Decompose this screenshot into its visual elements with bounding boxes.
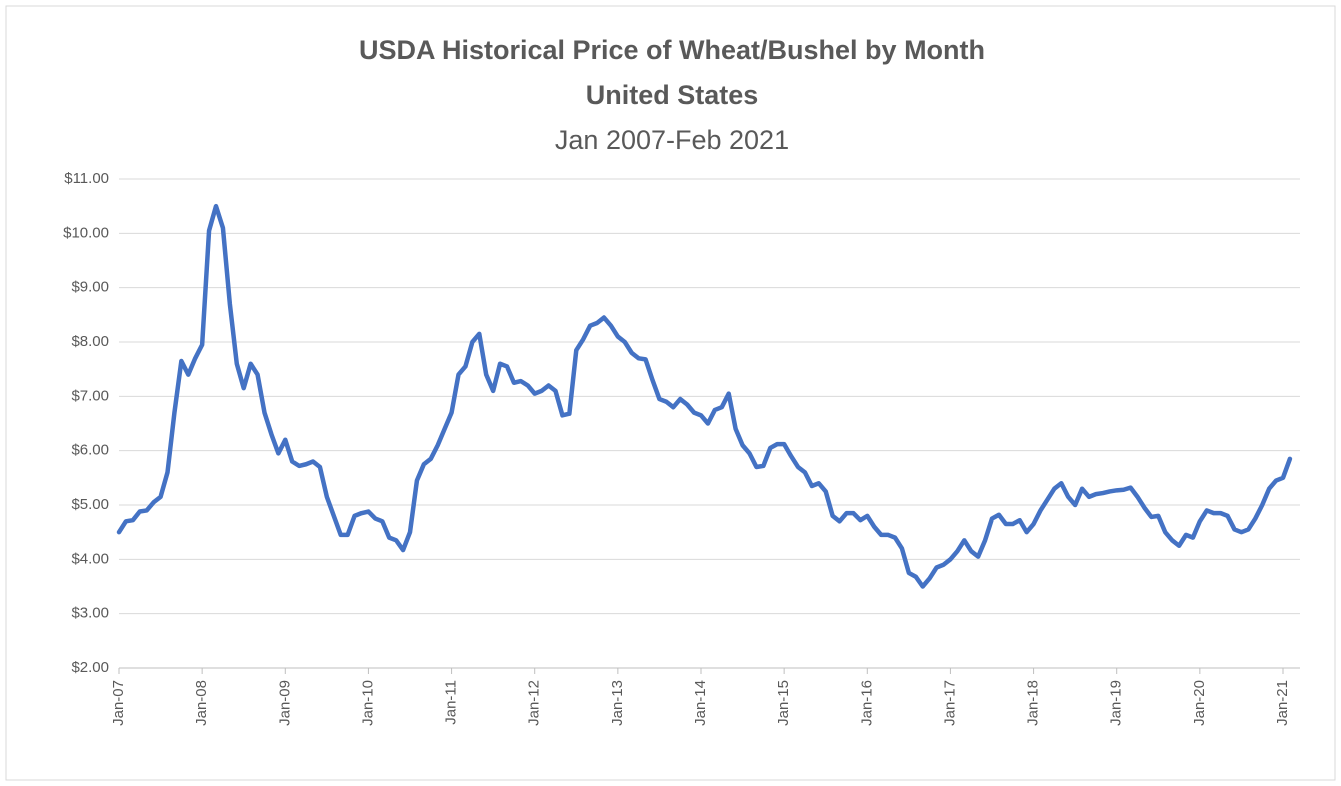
line <box>116 203 1293 589</box>
y-tick-label: $8.00 <box>71 333 109 350</box>
x-tick-label: Jan-08 <box>193 680 210 726</box>
y-tick-label: $4.00 <box>71 550 109 567</box>
chart-title: USDA Historical Price of Wheat/Bushel by… <box>359 35 985 65</box>
chart-title: United States <box>586 80 759 110</box>
x-tick-label: Jan-19 <box>1108 680 1125 726</box>
x-tick-label: Jan-10 <box>359 680 376 726</box>
y-tick-label: $6.00 <box>71 442 109 459</box>
y-tick-label: $11.00 <box>64 170 109 187</box>
y-tick-label: $7.00 <box>71 387 109 404</box>
x-tick-label: Jan-20 <box>1191 680 1208 726</box>
x-tick-label: Jan-07 <box>110 680 127 726</box>
x-tick-label: Jan-16 <box>858 680 875 726</box>
x-tick-label: Jan-13 <box>609 680 626 726</box>
x-tick-label: Jan-21 <box>1274 680 1291 726</box>
x-tick-label: Jan-15 <box>775 680 792 726</box>
x-tick-label: Jan-18 <box>1025 680 1042 726</box>
y-tick-label: $9.00 <box>71 279 109 296</box>
x-tick-label: Jan-09 <box>276 680 293 726</box>
chart-frame <box>5 5 1336 781</box>
y-tick-label: $3.00 <box>71 605 109 622</box>
x-tick-label: Jan-12 <box>526 680 543 726</box>
x-tick-label: Jan-14 <box>692 680 709 726</box>
y-tick-label: $10.00 <box>63 224 109 241</box>
x-tick-label: Jan-17 <box>941 680 958 726</box>
y-tick-label: $2.00 <box>71 659 109 676</box>
chart-subtitle: Jan 2007-Feb 2021 <box>555 125 789 155</box>
y-tick-label: $5.00 <box>71 496 109 513</box>
x-tick-label: Jan-11 <box>443 680 460 725</box>
